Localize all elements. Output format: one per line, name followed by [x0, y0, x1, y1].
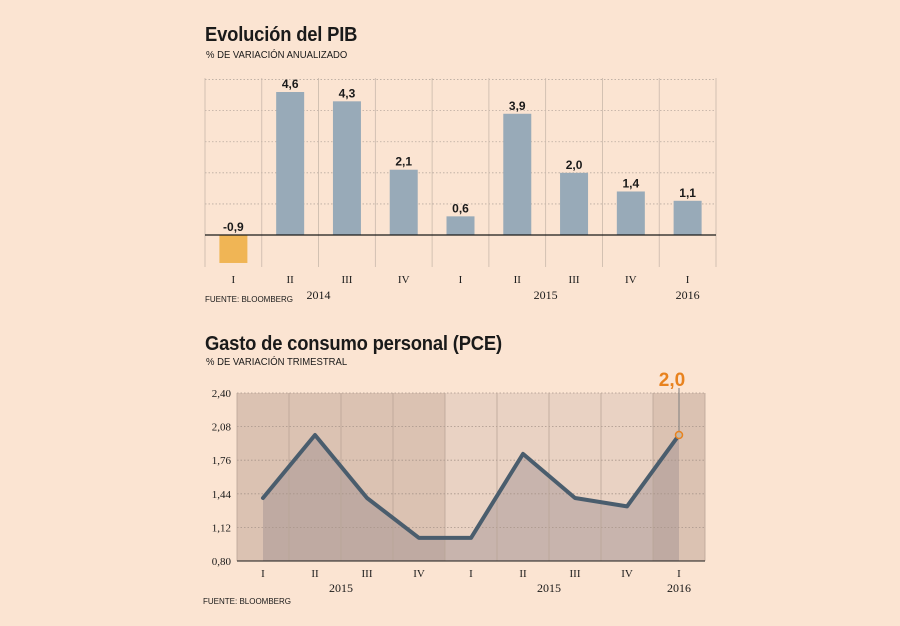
gdp-bar: [446, 216, 475, 235]
gdp-bar-value-label: 4,6: [282, 77, 299, 91]
gdp-year-label: 2014: [307, 288, 331, 302]
pce-y-tick-label: 1,76: [212, 455, 232, 467]
pce-chart-source: FUENTE: BLOOMBERG: [203, 597, 292, 606]
gdp-chart-source: FUENTE: BLOOMBERG: [205, 295, 294, 304]
gdp-quarter-tick-label: II: [287, 274, 295, 286]
gdp-bar: [560, 172, 589, 235]
gdp-bar: [673, 200, 702, 235]
gdp-bar-value-label: 1,4: [622, 176, 639, 190]
gdp-quarter-tick-label: III: [341, 274, 352, 286]
pce-area-fill: [263, 435, 679, 561]
pce-quarter-tick-label: I: [677, 568, 681, 580]
pce-quarter-tick-label: III: [570, 568, 581, 580]
gdp-year-label: 2016: [676, 288, 700, 302]
gdp-bar: [503, 113, 532, 235]
pce-y-tick-label: 0,80: [212, 556, 232, 568]
gdp-bar-value-label: 4,3: [339, 86, 356, 100]
gdp-bar-value-label: 3,9: [509, 99, 526, 113]
gdp-bar: [389, 169, 418, 235]
pce-highlight-label: 2,0: [659, 370, 685, 391]
gdp-bar-value-label: -0,9: [223, 220, 244, 234]
gdp-bar-value-label: 1,1: [679, 186, 696, 200]
gdp-chart-title: Evolución del PIB: [205, 24, 358, 46]
gdp-bar: [276, 92, 305, 235]
gdp-bar-value-label: 0,6: [452, 201, 469, 215]
pce-quarter-tick-label: I: [261, 568, 265, 580]
gdp-quarter-tick-label: III: [569, 274, 580, 286]
gdp-chart-subtitle: % DE VARIACIÓN ANUALIZADO: [206, 50, 348, 61]
pce-quarter-tick-label: II: [311, 568, 319, 580]
gdp-quarter-tick-label: II: [514, 274, 522, 286]
pce-y-tick-label: 2,40: [212, 388, 232, 400]
gdp-bar: [616, 191, 645, 235]
gdp-bar-value-label: 2,0: [566, 158, 583, 172]
gdp-year-label: 2015: [534, 288, 558, 302]
pce-highlight-marker: [674, 430, 684, 440]
gdp-bar-value-label: 2,1: [395, 155, 412, 169]
gdp-quarter-tick-label: IV: [398, 274, 410, 286]
gdp-quarter-tick-label: I: [686, 274, 690, 286]
pce-quarter-tick-label: II: [519, 568, 527, 580]
pce-y-tick-label: 1,44: [212, 489, 232, 501]
pce-quarter-tick-label: I: [469, 568, 473, 580]
pce-quarter-tick-label: IV: [413, 568, 425, 580]
pce-year-label: 2015: [329, 581, 353, 595]
gdp-quarter-tick-label: IV: [625, 274, 637, 286]
gdp-bar: [332, 101, 361, 236]
pce-year-label: 2015: [537, 581, 561, 595]
gdp-bar: [219, 235, 248, 263]
pce-chart-subtitle: % DE VARIACIÓN TRIMESTRAL: [206, 357, 348, 368]
pce-chart-title: Gasto de consumo personal (PCE): [205, 333, 502, 355]
pce-y-tick-label: 1,12: [212, 522, 231, 534]
pce-year-label: 2016: [667, 581, 691, 595]
pce-series-line: [261, 433, 681, 540]
gdp-quarter-tick-label: I: [459, 274, 463, 286]
pce-quarter-tick-label: III: [362, 568, 373, 580]
pce-quarter-tick-label: IV: [621, 568, 633, 580]
pce-y-tick-label: 2,08: [212, 422, 232, 434]
gdp-quarter-tick-label: I: [232, 274, 236, 286]
